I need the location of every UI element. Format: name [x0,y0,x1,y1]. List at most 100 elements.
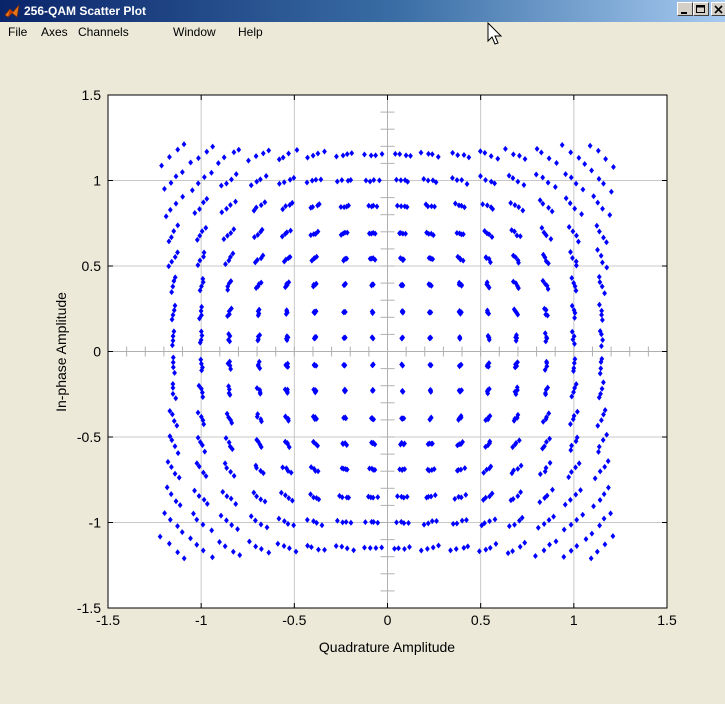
scatter-point [201,496,207,503]
scatter-point [197,257,203,264]
scatter-point [316,201,322,208]
scatter-point [517,517,522,524]
scatter-point [228,201,233,208]
menu-file[interactable]: File [8,25,28,39]
scatter-point [159,162,164,169]
scatter-point [602,407,608,414]
scatter-point [224,493,230,500]
scatter-point [171,328,177,335]
scatter-point [397,230,402,237]
maximize-button[interactable] [693,2,709,16]
scatter-point [370,335,376,342]
scatter-point [482,149,488,156]
minimize-button[interactable] [677,2,693,16]
scatter-point [574,408,580,415]
scatter-point [334,178,340,185]
scatter-point [163,213,169,220]
scatter-point [315,202,320,209]
scatter-point [607,212,613,219]
scatter-point [322,148,327,155]
scatter-point [196,492,202,499]
scatter-point [397,151,403,158]
scatter-point [308,544,314,551]
y-tick-label: 0.5 [82,258,102,274]
scatter-point [509,227,515,234]
scatter-point [344,151,350,158]
scatter-point [225,283,231,290]
scatter-point [366,202,372,209]
scatter-point [258,202,264,209]
scatter-point [200,393,206,400]
scatter-point [608,188,614,195]
scatter-point [370,494,376,501]
scatter-point [450,175,455,182]
scatter-point [339,494,345,501]
scatter-point [493,540,499,547]
scatter-point [551,513,556,520]
scatter-point [348,519,354,526]
scatter-point [279,233,285,240]
menu-window[interactable]: Window [173,25,216,39]
scatter-point [540,200,546,207]
scatter-point [316,496,322,503]
scatter-point [596,273,602,280]
scatter-point [428,493,434,500]
scatter-point [406,519,411,526]
menu-help[interactable]: Help [238,25,263,39]
x-tick-label: 1.5 [657,612,677,628]
scatter-point [221,154,227,161]
scatter-point [569,275,575,282]
scatter-point [254,464,259,471]
scatter-point [177,502,183,509]
scatter-point [540,174,546,181]
scatter-point [458,361,464,368]
scatter-point [426,281,432,288]
scatter-point [428,362,434,369]
scatter-point [226,330,232,337]
scatter-point [367,255,373,262]
scatter-point [571,333,577,340]
scatter-point [167,516,173,523]
scatter-point [601,515,607,522]
scatter-point [597,228,602,235]
scatter-point [580,186,586,193]
scatter-point [425,203,431,210]
menu-bar: File Axes Channels Window Help [0,22,725,42]
scatter-point [222,460,228,467]
scatter-point [542,330,548,337]
scatter-point [351,547,357,554]
scatter-point [226,383,231,390]
scatter-point [486,360,492,367]
scatter-point [227,391,233,398]
scatter-point [170,333,176,340]
scatter-point [255,312,261,319]
scatter-point [568,421,573,428]
close-button[interactable] [711,2,725,16]
scatter-point [258,521,264,528]
scatter-point [563,195,569,202]
scatter-point [431,466,437,473]
scatter-point [224,517,229,524]
scatter-point [225,286,231,293]
menu-channels[interactable]: Channels [78,25,129,39]
scatter-point [315,442,321,449]
scatter-point [374,203,380,210]
scatter-point [579,211,584,218]
scatter-point [283,203,289,210]
menu-axes[interactable]: Axes [41,25,68,39]
scatter-point [367,544,373,551]
y-axis-label: In-phase Amplitude [53,292,69,412]
scatter-point [230,548,236,555]
title-bar[interactable]: 256-QAM Scatter Plot [0,0,725,22]
scatter-point [181,141,187,148]
scatter-point [492,516,498,523]
scatter-point [503,145,508,152]
scatter-point [258,279,264,286]
scatter-point [281,518,287,525]
scatter-point [569,302,575,309]
scatter-point [314,519,320,526]
scatter-point [197,206,202,213]
scatter-point [512,521,517,528]
scatter-point [314,415,319,422]
scatter-point [235,526,240,533]
